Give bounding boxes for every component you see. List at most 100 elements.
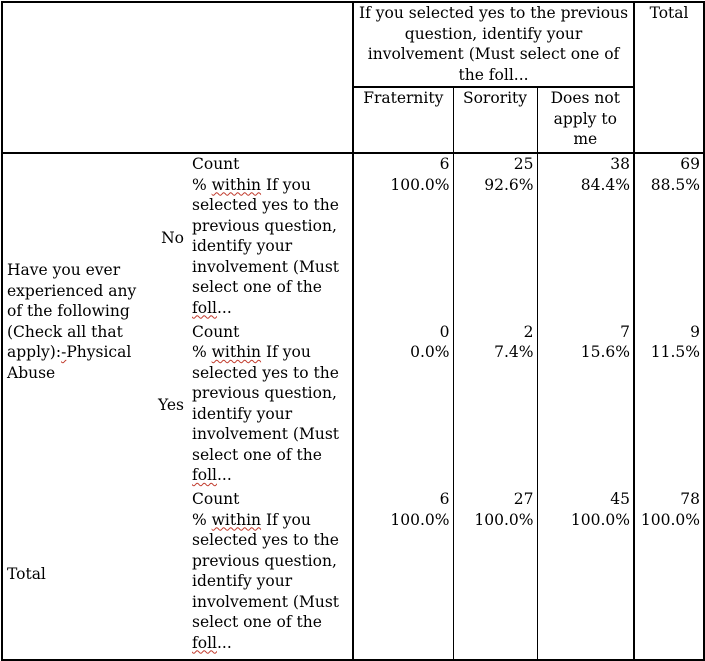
- cell-value: 6: [439, 490, 450, 508]
- row-no-pct: % within If you selected yes to the prev…: [2, 174, 705, 322]
- cell-value: 25: [513, 155, 534, 173]
- cell-value: 100.0%: [570, 510, 631, 529]
- cell: 100.0%: [536, 509, 635, 661]
- pct-within: within: [211, 510, 262, 529]
- cell: 7.4%: [452, 342, 538, 489]
- pct-ellipsis: ...: [216, 633, 232, 652]
- cell-total: 100.0%: [633, 509, 705, 661]
- pct-ellipsis: ...: [216, 298, 232, 317]
- cell: 7: [536, 321, 635, 342]
- pct-prefix: %: [192, 175, 212, 194]
- header-row-1: If you selected yes to the previous ques…: [0, 1, 705, 154]
- cell: 27: [452, 489, 538, 510]
- cell: 6: [352, 153, 454, 175]
- cell-value: 9: [690, 322, 701, 341]
- stat-label-count: Count: [188, 489, 353, 510]
- cell-value: 69: [680, 155, 701, 173]
- cell: 15.6%: [536, 342, 635, 489]
- pct-within: within: [211, 175, 262, 194]
- cell-total: 88.5%: [633, 174, 705, 322]
- cell: 38: [536, 153, 635, 175]
- stat-label-count: Count: [188, 153, 353, 175]
- cell-value: 11.5%: [650, 343, 701, 361]
- pct-rest: If you selected yes to the previous ques…: [192, 175, 340, 297]
- cell: 25: [452, 153, 538, 175]
- cell-value: 88.5%: [650, 175, 701, 194]
- stat-label-count-text: Count: [192, 490, 240, 508]
- cell-value: 7.4%: [494, 343, 534, 361]
- cell-value: 15.6%: [580, 343, 631, 361]
- cell-value: 100.0%: [390, 175, 450, 194]
- stat-label-pct: % within If you selected yes to the prev…: [188, 175, 353, 322]
- cell: 0: [352, 321, 454, 342]
- pct-rest: If you selected yes to the previous ques…: [192, 343, 340, 464]
- col-header-fraternity: Fraternity: [352, 87, 454, 154]
- cell: 2: [452, 321, 538, 342]
- cell-value: 92.6%: [484, 175, 534, 194]
- pct-rest: If you selected yes to the previous ques…: [192, 510, 340, 632]
- cell-total: 11.5%: [633, 342, 705, 489]
- header-corner: [0, 1, 354, 154]
- row-total-pct: % within If you selected yes to the prev…: [2, 509, 705, 661]
- cell-value: 7: [620, 322, 631, 341]
- cell-total: 78: [633, 489, 705, 510]
- cell-value: 78: [680, 490, 701, 508]
- row-label-total: Total: [1, 489, 188, 661]
- pct-within: within: [211, 343, 262, 361]
- cell-total: 9: [633, 321, 705, 342]
- cell: 0.0%: [352, 342, 454, 489]
- col-header-sorority: Sorority: [452, 87, 538, 154]
- cell-total: 69: [633, 153, 705, 175]
- pct-end: foll: [192, 633, 217, 652]
- header-row-2: Fraternity Sorority Does not apply to me: [2, 87, 704, 154]
- stat-label-pct: % within If you selected yes to the prev…: [188, 342, 353, 489]
- cell: 6: [352, 489, 454, 510]
- row-yes-pct: % within If you selected yes to the prev…: [2, 342, 705, 489]
- stat-label-count-text: Count: [192, 322, 240, 341]
- cell: 45: [536, 489, 635, 510]
- cell-value: 27: [513, 490, 534, 508]
- cell-value: 100.0%: [640, 510, 701, 529]
- row-variable-squiggle: -: [61, 343, 67, 361]
- col-header-does-not-apply: Does not apply to me: [536, 87, 635, 154]
- row-variable-label: Have you ever experienced any of the fol…: [1, 153, 150, 489]
- stat-label-count: Count: [188, 322, 353, 343]
- pct-ellipsis: ...: [216, 466, 232, 484]
- row-no-count: Have you ever experienced any of the fol…: [1, 153, 705, 489]
- cell-value: 38: [610, 155, 631, 173]
- row-variable-text-2: Physical Abuse: [7, 343, 132, 382]
- row-yes-count: Yes Count 0 2 7 9: [2, 321, 705, 414]
- row-label-no: No: [150, 153, 188, 322]
- cell-value: 84.4%: [580, 175, 631, 194]
- stat-label-pct: % within If you selected yes to the prev…: [188, 509, 354, 661]
- cell-value: 100.0%: [474, 510, 534, 529]
- cell: 100.0%: [352, 509, 454, 661]
- pct-end: foll: [192, 466, 217, 484]
- spanning-header: If you selected yes to the previous ques…: [352, 1, 635, 88]
- row-label-total-text: Total: [7, 564, 46, 583]
- row-variable-text: Have you ever experienced any of the fol…: [7, 261, 137, 361]
- cell-value: 2: [523, 322, 534, 341]
- cell-value: 0.0%: [410, 343, 450, 361]
- pct-prefix: %: [192, 343, 212, 361]
- col-header-sorority-text: Sorority: [462, 89, 528, 107]
- total-header: Total: [633, 1, 705, 154]
- pct-prefix: %: [192, 510, 212, 529]
- cell: 84.4%: [536, 174, 635, 322]
- row-label-no-text: No: [161, 228, 184, 247]
- pct-end: foll: [192, 298, 217, 317]
- cell-value: 45: [610, 490, 631, 508]
- row-label-yes: Yes: [150, 322, 188, 490]
- cell: 100.0%: [452, 509, 538, 661]
- cell: 100.0%: [352, 174, 454, 322]
- total-header-text: Total: [649, 4, 689, 22]
- stat-label-count-text: Count: [192, 155, 240, 173]
- cell: 92.6%: [452, 174, 538, 322]
- cell-value: 6: [439, 155, 450, 173]
- cell-value: 100.0%: [390, 510, 450, 529]
- row-label-yes-text: Yes: [157, 396, 184, 414]
- row-total-count: Total Count 6 27 45 78: [1, 489, 705, 661]
- col-header-fraternity-text: Fraternity: [363, 89, 444, 107]
